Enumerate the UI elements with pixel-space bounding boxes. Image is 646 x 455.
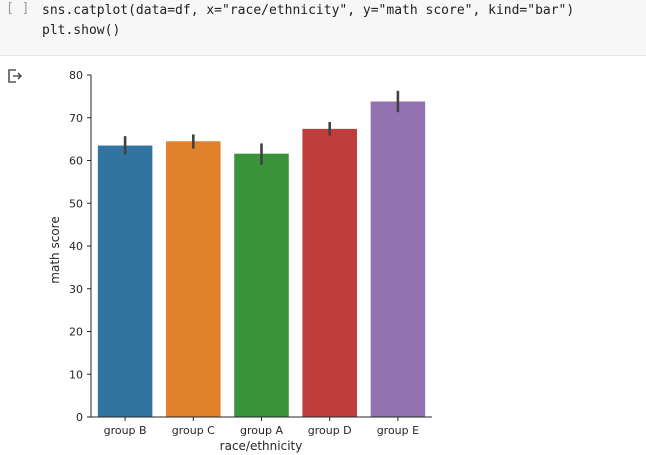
y-tick-label: 30 — [69, 283, 83, 296]
run-cell-button[interactable]: [ ] — [6, 1, 30, 16]
bar — [302, 128, 357, 417]
code-line: sns.catplot(data=df, x="race/ethnicity",… — [42, 3, 575, 18]
y-tick-label: 0 — [76, 411, 83, 424]
y-tick-label: 40 — [69, 240, 83, 253]
bar — [370, 101, 426, 417]
error-bars — [123, 90, 400, 165]
code-editor[interactable]: sns.catplot(data=df, x="race/ethnicity",… — [42, 1, 574, 41]
y-axis-label: math score — [48, 216, 62, 283]
x-tick-label: group E — [377, 424, 419, 437]
code-line: plt.show() — [42, 23, 121, 38]
x-axis-label: race/ethnicity — [220, 439, 303, 453]
x-tick-label: group A — [240, 424, 283, 437]
y-tick-label: 50 — [69, 197, 83, 210]
x-tick-label: group B — [104, 424, 147, 437]
y-tick-label: 20 — [69, 326, 83, 339]
bars — [97, 101, 426, 417]
y-tick-label: 10 — [69, 368, 83, 381]
code-cell[interactable]: [ ] sns.catplot(data=df, x="race/ethnici… — [0, 0, 646, 56]
y-tick-label: 70 — [69, 112, 83, 125]
y-axis: 0 10 20 30 40 50 60 70 80 — [69, 69, 92, 424]
bar — [97, 145, 153, 417]
output-redirect-icon[interactable] — [6, 67, 24, 85]
bar — [234, 153, 289, 417]
x-tick-label: group C — [172, 424, 215, 437]
y-tick-label: 60 — [69, 155, 83, 168]
x-axis: group B group C group A group D group E — [91, 416, 432, 437]
x-tick-label: group D — [308, 424, 352, 437]
bar — [166, 141, 221, 417]
y-tick-label: 80 — [69, 69, 83, 82]
